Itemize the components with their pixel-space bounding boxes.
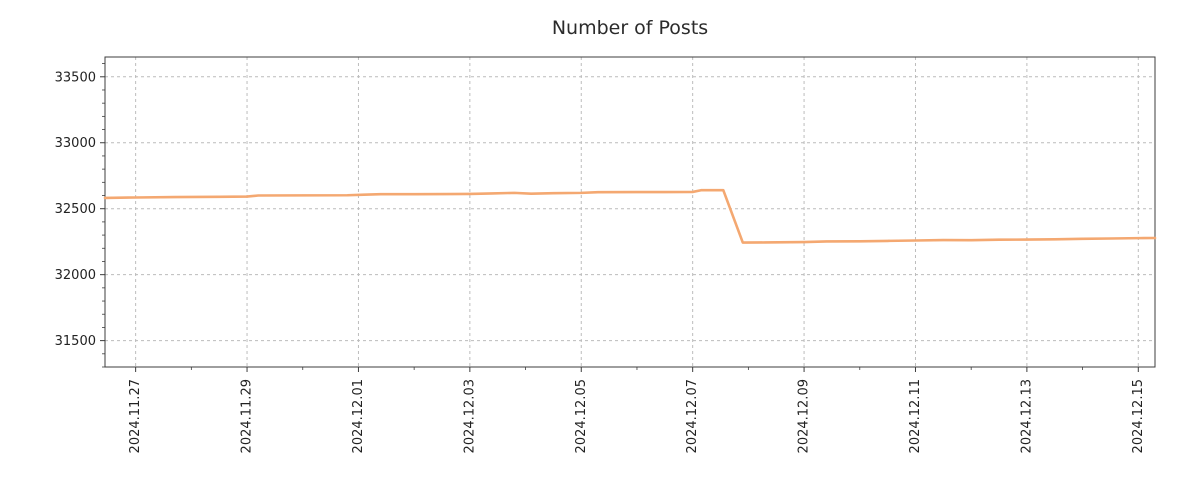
x-tick-label: 2024.11.27 — [128, 379, 143, 453]
x-tick-label: 2024.12.13 — [1019, 379, 1034, 453]
x-tick-label: 2024.12.09 — [797, 379, 812, 453]
x-tick-label: 2024.12.11 — [908, 379, 923, 453]
y-tick-label: 33500 — [55, 70, 96, 85]
y-tick-label: 33000 — [55, 136, 96, 151]
x-tick-label: 2024.11.29 — [240, 379, 255, 453]
x-tick-label: 2024.12.15 — [1131, 379, 1146, 453]
y-tick-label: 32000 — [55, 268, 96, 283]
x-tick-label: 2024.12.01 — [351, 379, 366, 453]
y-tick-label: 31500 — [55, 334, 96, 349]
plot-frame — [104, 56, 1156, 368]
x-tick-label: 2024.12.07 — [685, 379, 700, 453]
series-line — [103, 188, 1157, 244]
x-tick-label: 2024.12.05 — [574, 379, 589, 453]
chart-title: Number of Posts — [551, 17, 709, 39]
y-tick-label: 32500 — [55, 202, 96, 217]
x-tick-label: 2024.12.03 — [462, 379, 477, 453]
